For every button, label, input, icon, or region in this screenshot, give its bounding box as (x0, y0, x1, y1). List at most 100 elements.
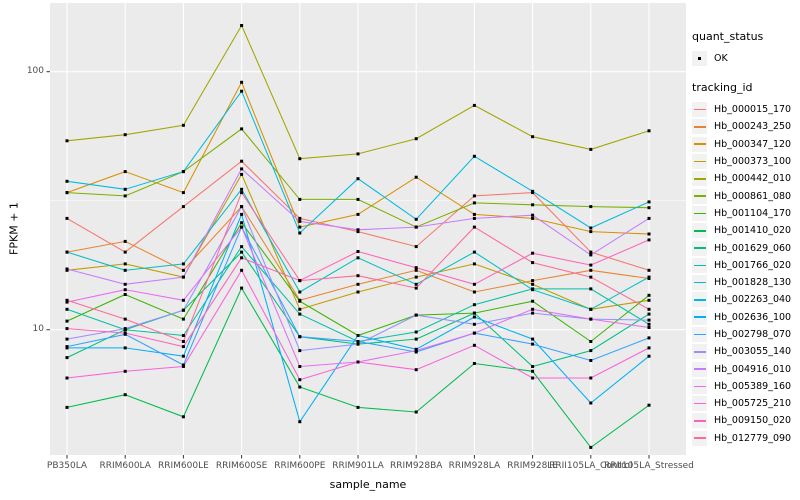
legend-item-tracking: Hb_012779_090 (692, 430, 798, 447)
data-point (298, 307, 302, 311)
legend-item-tracking: Hb_000347_120 (692, 136, 798, 153)
data-point (65, 327, 69, 331)
data-point (472, 201, 476, 205)
data-point (65, 267, 69, 271)
data-point (531, 288, 535, 292)
data-point (240, 256, 244, 260)
data-point (589, 445, 593, 449)
data-point (356, 334, 360, 337)
data-point (65, 298, 69, 302)
data-point (181, 365, 185, 368)
data-point (647, 403, 651, 407)
series-color-key (692, 396, 707, 412)
data-point (298, 219, 302, 223)
data-point (298, 312, 302, 316)
data-point (531, 213, 535, 217)
legend-item-label: Hb_000861_080 (714, 190, 792, 202)
data-point (647, 293, 651, 297)
data-point (65, 179, 69, 183)
y-tick-label: 100 (26, 66, 44, 77)
series-color-key (692, 361, 707, 377)
series-line-icon (693, 385, 706, 388)
data-point (65, 300, 69, 304)
data-point (298, 378, 302, 382)
data-point (589, 250, 593, 254)
data-point (356, 274, 360, 278)
legend-item-tracking: Hb_009150_020 (692, 412, 798, 429)
legend-item-tracking: Hb_002263_040 (692, 291, 798, 308)
series-line-icon (693, 402, 706, 405)
data-point (472, 290, 476, 294)
data-point (414, 286, 418, 290)
data-point (647, 206, 651, 210)
legend-item-label: Hb_000373_100 (714, 156, 792, 168)
data-point (123, 239, 127, 243)
data-point (240, 89, 244, 93)
data-point (647, 336, 651, 340)
data-point (472, 216, 476, 220)
legend-item-tracking: Hb_002636_100 (692, 309, 798, 326)
data-point (240, 24, 244, 27)
legend-item-label: Hb_000015_170 (714, 104, 792, 116)
data-point (298, 225, 302, 229)
data-point (472, 154, 476, 158)
data-point (414, 217, 418, 221)
x-tick-label: RRIM928BA (389, 461, 443, 471)
data-point (647, 238, 651, 242)
data-point (240, 80, 244, 84)
series-line-icon (693, 333, 706, 336)
data-point (181, 268, 185, 272)
legend-item-label: Hb_001410_020 (714, 225, 792, 237)
legend-key-ok (692, 51, 707, 66)
x-axis-title: sample_name (329, 478, 407, 491)
data-point (472, 103, 476, 107)
series-line-icon (693, 368, 706, 370)
data-point (414, 175, 418, 179)
legend-item-tracking: Hb_000442_010 (692, 170, 798, 187)
series-line-icon (693, 437, 706, 440)
legend-item-label: Hb_012779_090 (714, 432, 792, 444)
legend-item-label: Hb_003055_140 (714, 346, 792, 358)
series-line-icon (693, 195, 706, 197)
legend-item-tracking: Hb_000015_170 (692, 101, 798, 118)
data-point (531, 307, 535, 311)
data-point (181, 298, 185, 302)
legend-item-label: Hb_001104_170 (714, 207, 792, 219)
data-point (472, 315, 476, 319)
y-axis-title: FPKM + 1 (7, 202, 21, 255)
series-color-key (692, 309, 707, 325)
data-point (531, 279, 535, 283)
data-point (298, 197, 302, 201)
data-point (123, 133, 127, 137)
legend-item-label: Hb_001828_130 (714, 277, 792, 289)
x-tick-label: RRIM600PE (274, 461, 326, 471)
data-point (298, 385, 302, 389)
series-color-key (692, 378, 707, 394)
data-point (472, 311, 476, 315)
legend-title-tracking-id: tracking_id (692, 81, 753, 94)
series-line-icon (693, 247, 706, 249)
series-line-icon (693, 299, 706, 301)
series-color-key (692, 188, 707, 204)
data-point (647, 322, 651, 326)
data-point (647, 326, 651, 329)
series-color-key (692, 102, 707, 118)
series-line-icon (693, 212, 706, 215)
data-point (647, 216, 651, 220)
data-point (472, 194, 476, 198)
data-point (647, 307, 651, 311)
series-color-key (692, 119, 707, 135)
data-point (181, 191, 185, 195)
data-point (472, 250, 476, 254)
data-point (589, 226, 593, 230)
data-point (531, 189, 535, 193)
legend-item-tracking: Hb_001104_170 (692, 205, 798, 222)
data-point (472, 322, 476, 326)
legend-item-label: Hb_004916_010 (714, 363, 792, 375)
data-point (647, 312, 651, 316)
data-point (65, 337, 69, 341)
data-point (589, 275, 593, 279)
series-color-key (692, 257, 707, 273)
